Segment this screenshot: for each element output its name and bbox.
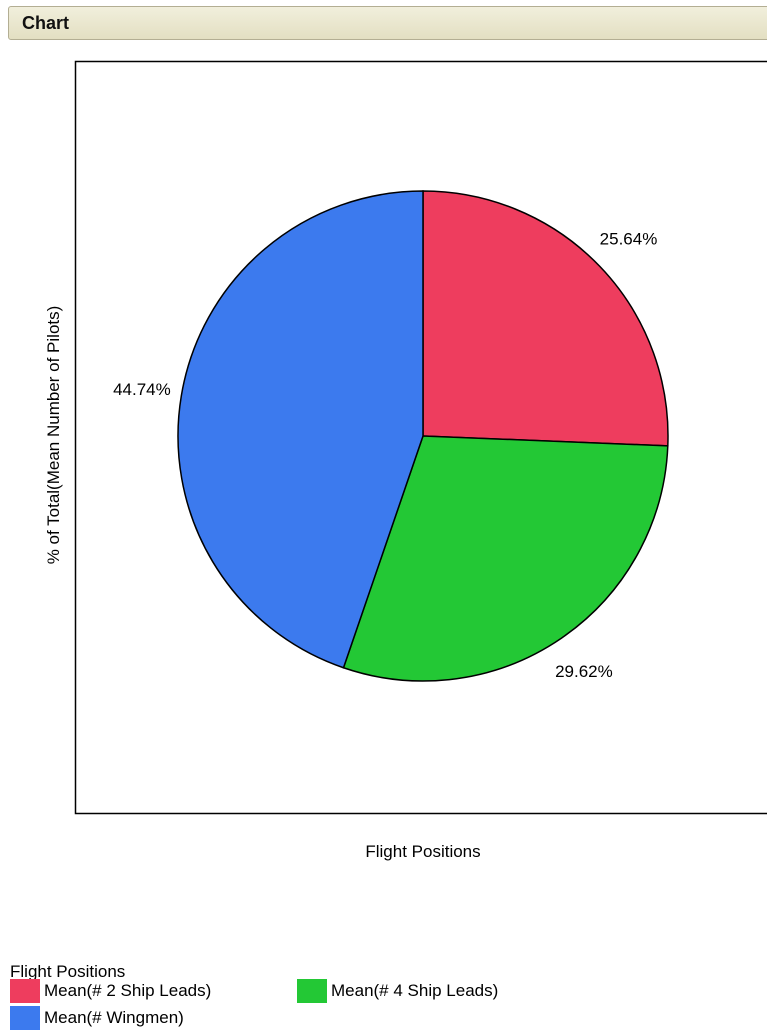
legend-item-wingmen[interactable]: Mean(# Wingmen) — [10, 1006, 184, 1030]
slice-value-label: 25.64% — [600, 230, 658, 249]
legend-swatch — [10, 1006, 40, 1030]
pie-slice-3[interactable] — [177, 190, 424, 669]
legend-title: Flight Positions — [10, 962, 126, 981]
x-axis-label: Flight Positions — [365, 842, 481, 861]
legend-label: Mean(# 4 Ship Leads) — [331, 981, 499, 1000]
pie-slices — [177, 190, 669, 682]
legend-label: Mean(# 2 Ship Leads) — [44, 981, 212, 1000]
y-axis-label: % of Total(Mean Number of Pilots) — [44, 305, 63, 565]
slice-value-label: 29.62% — [555, 662, 613, 681]
legend-swatch — [10, 979, 40, 1003]
panel-title: Chart — [22, 13, 70, 33]
pie-slice-2[interactable] — [342, 435, 669, 682]
slice-value-label: 44.74% — [113, 380, 171, 399]
pie-slice-1[interactable] — [422, 190, 669, 447]
legend-item-4-ship-leads[interactable]: Mean(# 4 Ship Leads) — [297, 979, 498, 1003]
chart-panel-header[interactable]: Chart — [8, 6, 767, 40]
legend-swatch — [297, 979, 327, 1003]
legend-label: Mean(# Wingmen) — [44, 1008, 184, 1027]
legend-item-2-ship-leads[interactable]: Mean(# 2 Ship Leads) — [10, 979, 211, 1003]
pie-slice-labels: 25.64% 29.62% 44.74% — [113, 230, 657, 682]
